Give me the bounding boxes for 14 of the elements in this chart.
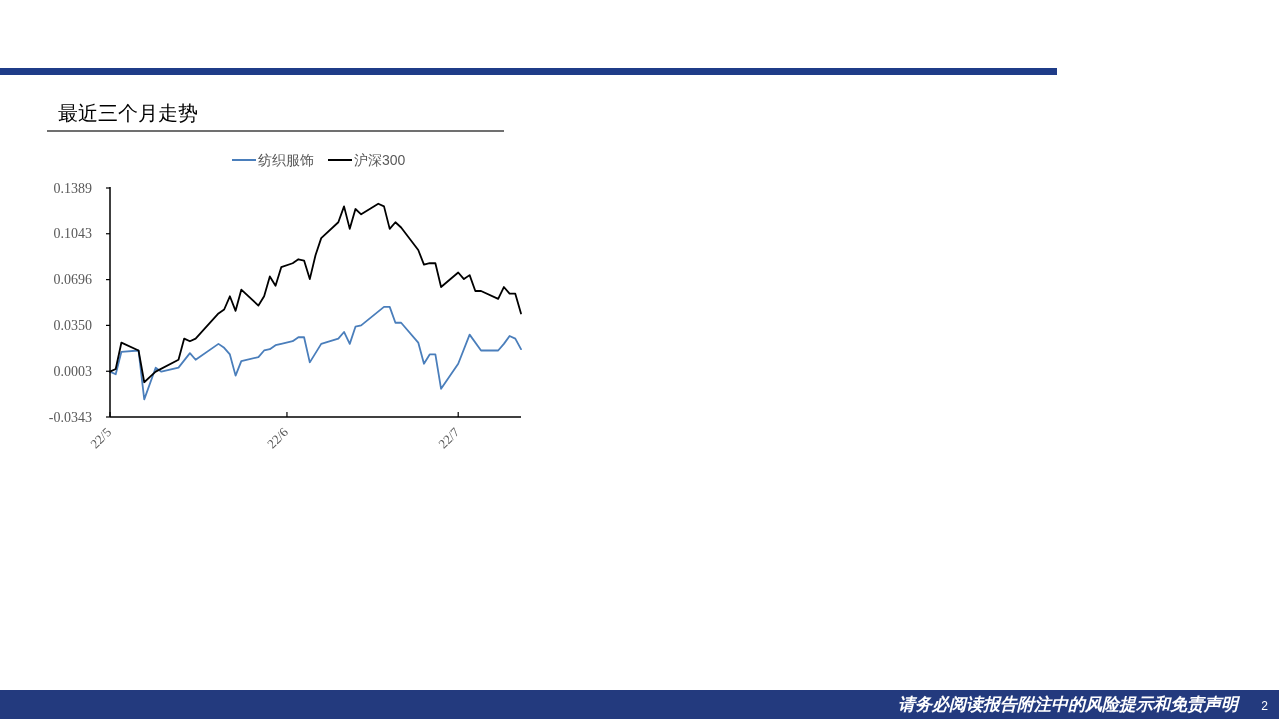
x-tick-label: 22/5: [87, 424, 115, 452]
y-tick-label: 0.0350: [53, 317, 92, 333]
legend-label: 纺织服饰: [258, 152, 314, 168]
x-tick-label: 22/7: [435, 424, 463, 452]
y-tick-label: -0.0343: [48, 409, 92, 425]
chart-title: 最近三个月走势: [58, 102, 198, 124]
text: 请务必阅读报告附注中的风险提示和免责声明: [898, 695, 1241, 714]
y-tick-label: 0.0003: [53, 363, 92, 379]
y-tick-label: 0.0696: [53, 272, 92, 288]
y-tick-label: 0.1043: [53, 226, 92, 242]
legend-label: 沪深300: [354, 152, 406, 168]
x-tick-label: 22/6: [264, 424, 292, 452]
y-tick-label: 0.1389: [53, 180, 92, 196]
text: 2: [1261, 699, 1269, 713]
